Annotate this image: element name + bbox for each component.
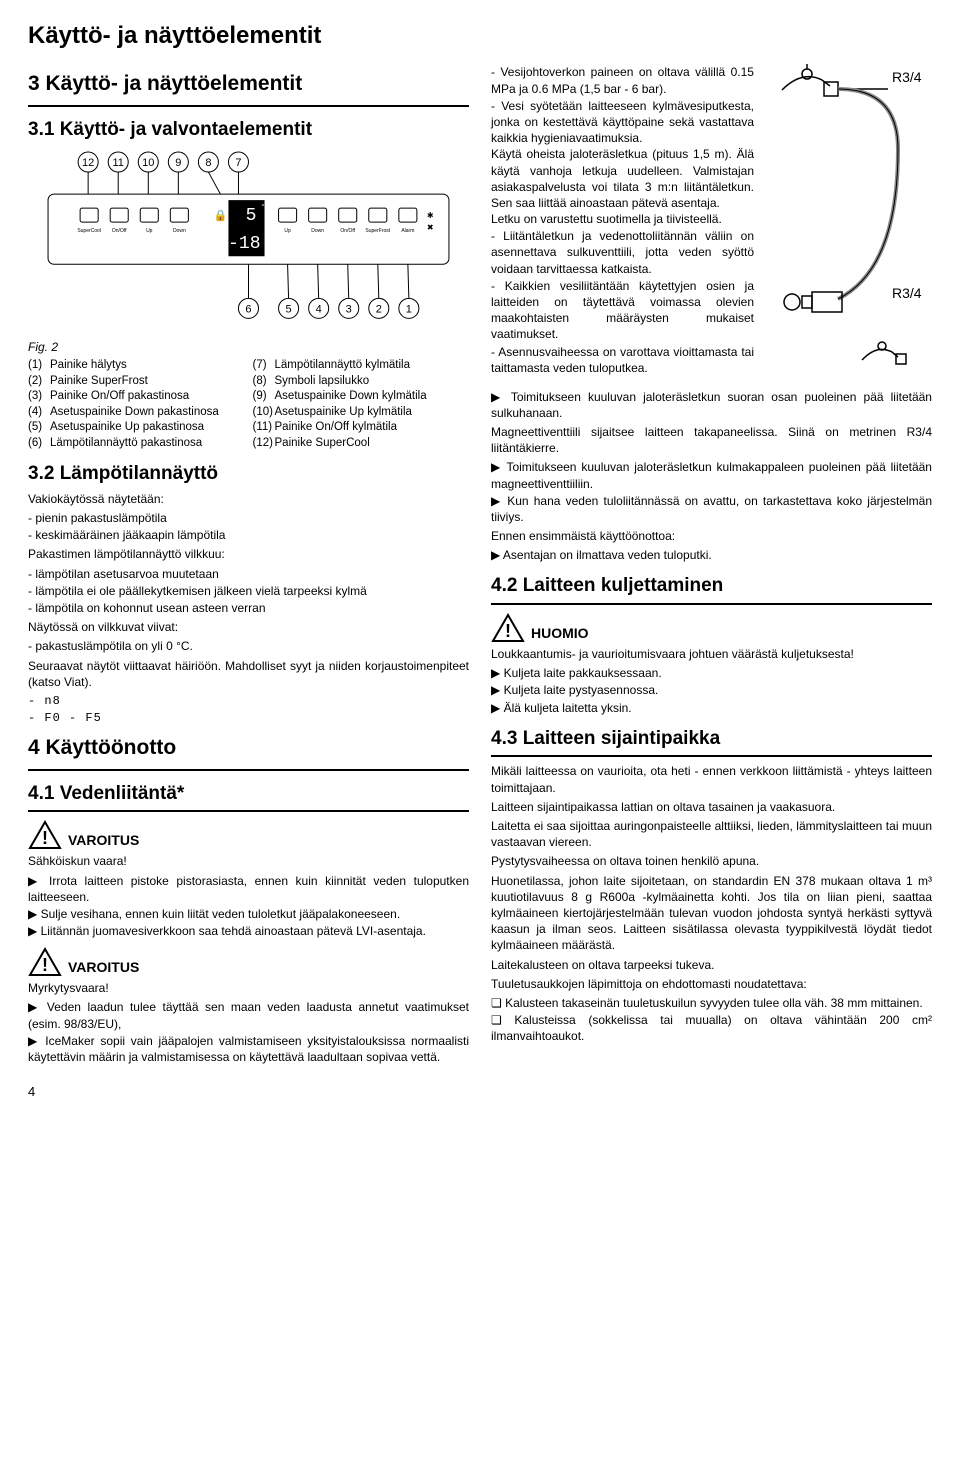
action-list: Kuljeta laite pakkauksessaan. Kuljeta la… — [491, 665, 932, 716]
svg-text:✱: ✱ — [374, 212, 382, 223]
body-text: Laitekalusteen on oltava tarpeeksi tukev… — [491, 957, 932, 973]
rule — [28, 810, 469, 812]
body-text: Laitteen sijaintipaikassa lattian on olt… — [491, 799, 932, 815]
action-list: Asentajan on ilmattava veden tuloputki. — [491, 547, 932, 563]
svg-text:SuperFrost: SuperFrost — [365, 229, 390, 235]
rule — [491, 603, 932, 605]
svg-text:R3/4: R3/4 — [892, 69, 922, 85]
page-number: 4 — [28, 1083, 932, 1101]
svg-text:-18: -18 — [228, 235, 260, 255]
svg-text:On/Off: On/Off — [112, 229, 127, 235]
body-text: Magneettiventtiili sijaitsee laitteen ta… — [491, 424, 932, 456]
svg-text:6: 6 — [245, 304, 251, 316]
svg-text:2: 2 — [376, 304, 382, 316]
svg-text:Up: Up — [284, 229, 291, 235]
svg-text:SuperCool: SuperCool — [77, 229, 101, 235]
svg-text:!: ! — [42, 955, 48, 975]
action-list: Toimitukseen kuuluvan jaloteräsletkun ku… — [491, 459, 932, 525]
svg-text:10: 10 — [142, 157, 154, 169]
rule — [28, 769, 469, 771]
action-list: Irrota laitteen pistoke pistorasiasta, e… — [28, 873, 469, 940]
svg-text:△: △ — [284, 212, 291, 222]
svg-text:5: 5 — [246, 207, 257, 227]
hose-diagram: R3/4 R3/4 — [762, 62, 932, 386]
section-4-heading: 4 Käyttöönotto — [28, 734, 469, 762]
svg-text:⏻: ⏻ — [115, 212, 123, 223]
warning-icon: ! — [491, 613, 525, 643]
section-3-2-heading: 3.2 Lämpötilannäyttö — [28, 461, 469, 487]
warning-icon: ! — [28, 947, 62, 977]
svg-text:4: 4 — [316, 304, 322, 316]
svg-text:Down: Down — [173, 229, 186, 235]
section-3-heading: 3 Käyttö- ja näyttöelementit — [28, 70, 469, 98]
svg-text:5: 5 — [286, 304, 292, 316]
control-panel-figure: 12 11 10 9 8 7 ✱ ⏻ △ ▽ SuperCool On/Off — [28, 148, 469, 333]
svg-text:°C: °C — [262, 204, 270, 212]
action-list: Toimitukseen kuuluvan jaloteräsletkun su… — [491, 389, 932, 421]
warning-block: ! HUOMIO — [491, 613, 932, 643]
svg-text:!: ! — [505, 621, 511, 641]
warning-icon: ! — [28, 820, 62, 850]
svg-text:11: 11 — [112, 157, 123, 169]
body-text: Ennen ensimmäistä käyttöönottoa: — [491, 528, 932, 544]
svg-text:✱: ✱ — [427, 212, 434, 221]
svg-text:9: 9 — [175, 157, 181, 169]
section-3-1-heading: 3.1 Käyttö- ja valvontaelementit — [28, 117, 469, 143]
section-4-2-heading: 4.2 Laitteen kuljettaminen — [491, 573, 932, 599]
svg-text:Alarm: Alarm — [401, 229, 414, 235]
figure-caption: Fig. 2 — [28, 339, 469, 355]
svg-text:Up: Up — [146, 229, 153, 235]
svg-text:R3/4: R3/4 — [892, 285, 922, 301]
bullet-list: pienin pakastuslämpötila keskimääräinen … — [28, 510, 469, 543]
checkbox-list: Kalusteen takaseinän tuuletuskuilun syvy… — [491, 995, 932, 1045]
body-text: Mikäli laitteessa on vaurioita, ota heti… — [491, 763, 932, 795]
body-text: Pystytysvaiheessa on oltava toinen henki… — [491, 853, 932, 869]
svg-text:8: 8 — [205, 157, 211, 169]
svg-text:⚠: ⚠ — [403, 212, 412, 223]
bullet-list: lämpötilan asetusarvoa muutetaan lämpöti… — [28, 566, 469, 617]
body-text: Pakastimen lämpötilannäyttö vilkkuu: — [28, 546, 469, 562]
body-text: Seuraavat näytöt viittaavat häiriöön. Ma… — [28, 658, 469, 690]
body-text: Vakiokäytössä näytetään: — [28, 491, 469, 507]
warning-title: Myrkytysvaara! — [28, 980, 469, 996]
section-4-3-heading: 4.3 Laitteen sijaintipaikka — [491, 726, 932, 752]
svg-text:1: 1 — [406, 304, 412, 316]
bullet-list: pakastuslämpötila on yli 0 °C. — [28, 638, 469, 654]
warning-block: ! VAROITUS — [28, 947, 469, 977]
body-text: Laitetta ei saa sijoittaa auringonpaiste… — [491, 818, 932, 850]
svg-text:7: 7 — [235, 157, 241, 169]
warning-title: Sähköiskun vaara! — [28, 853, 469, 869]
rule — [28, 105, 469, 107]
action-list: Veden laadun tulee täyttää sen maan vede… — [28, 999, 469, 1065]
svg-text:🔒: 🔒 — [214, 210, 228, 223]
svg-text:!: ! — [42, 828, 48, 848]
svg-text:12: 12 — [82, 157, 94, 169]
error-codes: n8 F0 - F5 — [28, 693, 469, 726]
svg-text:▽: ▽ — [176, 212, 183, 222]
rule — [491, 755, 932, 757]
body-text: Näytössä on vilkkuvat viivat: — [28, 619, 469, 635]
section-4-1-heading: 4.1 Vedenliitäntä* — [28, 781, 469, 807]
body-text: Tuuletusaukkojen läpimittoja on ehdottom… — [491, 976, 932, 992]
svg-text:✖: ✖ — [427, 224, 434, 233]
svg-text:3: 3 — [346, 304, 352, 316]
warning-title: Loukkaantumis- ja vaurioitumisvaara joht… — [491, 646, 932, 662]
svg-text:✱: ✱ — [85, 212, 93, 223]
svg-text:On/Off: On/Off — [340, 229, 355, 235]
svg-text:⏻: ⏻ — [344, 212, 352, 223]
body-text: Huonetilassa, johon laite sijoitetaan, o… — [491, 873, 932, 954]
page-title: Käyttö- ja näyttöelementit — [28, 20, 932, 52]
svg-text:△: △ — [146, 212, 153, 222]
svg-text:▽: ▽ — [314, 212, 321, 222]
legend: (1)Painike hälytys (2)Painike SuperFrost… — [28, 358, 469, 451]
warning-block: ! VAROITUS — [28, 820, 469, 850]
svg-text:Down: Down — [311, 229, 324, 235]
